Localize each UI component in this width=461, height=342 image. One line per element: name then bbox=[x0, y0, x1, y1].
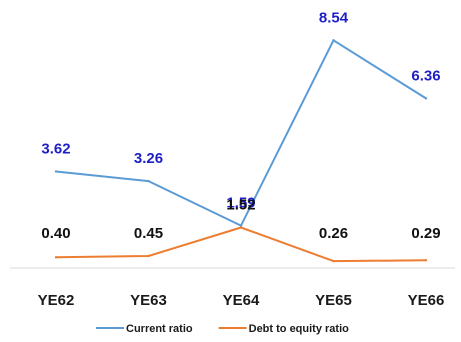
legend-label-debt-to-equity-ratio: Debt to equity ratio bbox=[249, 323, 350, 335]
data-label-debt-to-equity-ratio: 0.45 bbox=[134, 225, 163, 242]
data-point-current-ratio bbox=[54, 170, 58, 173]
data-point-debt-to-equity-ratio bbox=[147, 254, 150, 258]
data-label-current-ratio: 3.62 bbox=[41, 140, 70, 157]
x-tick-label: YE64 bbox=[223, 292, 260, 309]
data-label-layer: 3.62 3.26 1.59 8.54 6.36 0.40 0.45 1.52 0.26 0.29 bbox=[41, 9, 440, 242]
data-point-debt-to-equity-ratio bbox=[424, 259, 428, 262]
data-point-current-ratio bbox=[147, 179, 150, 183]
data-label-current-ratio: 8.54 bbox=[319, 9, 349, 26]
legend-label-current-ratio: Current ratio bbox=[126, 323, 193, 335]
data-point-debt-to-equity-ratio bbox=[239, 226, 243, 229]
data-label-current-ratio: 1.59 bbox=[226, 195, 255, 212]
legend: Current ratio Debt to equity ratio bbox=[96, 323, 349, 335]
data-point-current-ratio bbox=[332, 39, 335, 42]
x-axis-tick-labels: YE62 YE63 YE64 YE65 YE66 bbox=[38, 292, 445, 309]
series-layer bbox=[54, 39, 428, 263]
data-label-debt-to-equity-ratio: 0.40 bbox=[41, 225, 70, 242]
x-tick-label: YE63 bbox=[130, 292, 167, 309]
data-label-current-ratio: 6.36 bbox=[411, 67, 440, 84]
x-tick-label: YE66 bbox=[408, 292, 445, 309]
data-point-current-ratio bbox=[239, 224, 243, 227]
data-label-debt-to-equity-ratio: 1.52 bbox=[226, 196, 255, 213]
data-point-debt-to-equity-ratio bbox=[332, 259, 335, 263]
data-point-debt-to-equity-ratio bbox=[54, 256, 58, 259]
x-tick-label: YE62 bbox=[38, 292, 75, 309]
data-label-debt-to-equity-ratio: 0.29 bbox=[411, 225, 440, 242]
x-tick-label: YE65 bbox=[315, 292, 352, 309]
data-label-debt-to-equity-ratio: 0.26 bbox=[319, 225, 348, 242]
data-label-current-ratio: 3.26 bbox=[134, 150, 163, 167]
data-point-current-ratio bbox=[424, 97, 428, 100]
series-line-debt-to-equity-ratio bbox=[55, 226, 427, 263]
